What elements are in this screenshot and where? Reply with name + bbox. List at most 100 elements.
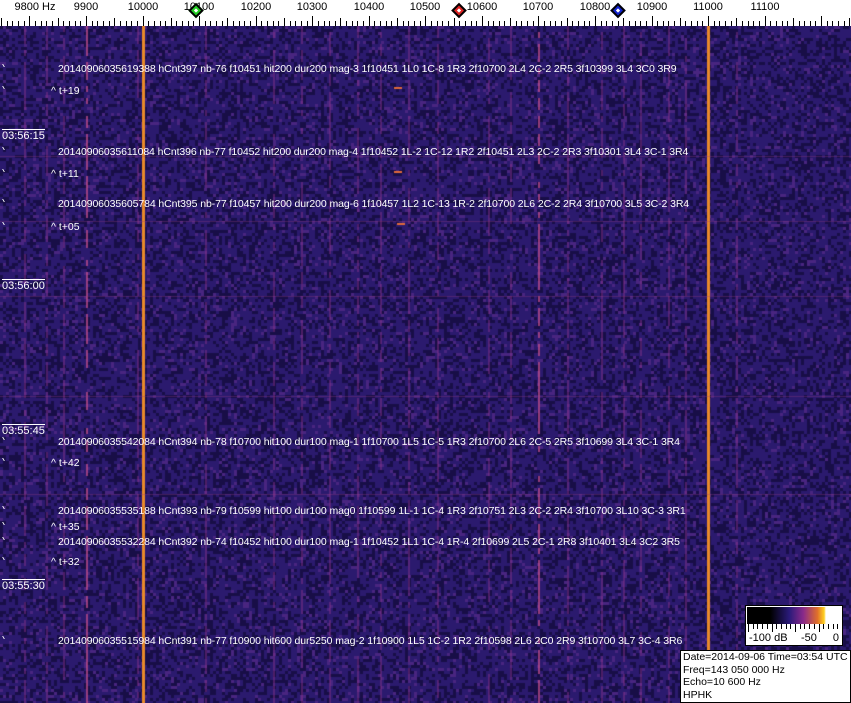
axis-tick [171, 18, 172, 26]
time-label: 03:55:30 [2, 579, 45, 592]
axis-tick [295, 21, 296, 26]
axis-tick [425, 16, 426, 26]
axis-tick [210, 21, 211, 26]
axis-tick [307, 21, 308, 26]
detection-line: 20140906035619388 hCnt397 nb-76 f10451 h… [58, 63, 677, 75]
axis-tick [793, 18, 794, 26]
axis-tick [165, 21, 166, 26]
axis-tick [380, 21, 381, 26]
axis-tick [550, 21, 551, 26]
axis-tick [804, 21, 805, 26]
red-marker-icon[interactable] [451, 2, 467, 19]
axis-tick [663, 21, 664, 26]
colorbar-label-max: 0 [832, 632, 839, 644]
axis-tick [188, 21, 189, 26]
axis-tick [623, 18, 624, 26]
colorbar-tick [837, 624, 839, 629]
axis-tick [476, 21, 477, 26]
axis-tick [63, 21, 64, 26]
axis-tick [702, 21, 703, 26]
axis-tick [652, 16, 653, 26]
axis-tick [465, 21, 466, 26]
axis-tick-label: 10900 [636, 1, 668, 13]
axis-unit-label: 9800 Hz [14, 1, 56, 13]
blue-marker-icon[interactable] [610, 2, 626, 19]
axis-tick [674, 21, 675, 26]
axis-tick [680, 18, 681, 26]
axis-tick [278, 21, 279, 26]
axis-tick [391, 21, 392, 26]
axis-tick [41, 21, 42, 26]
axis-tick [442, 21, 443, 26]
colorbar-tick [842, 624, 843, 632]
colorbar-tick [795, 624, 796, 632]
axis-tick [12, 21, 13, 26]
detection-line: 20140906035605784 hCnt395 nb-77 f10457 h… [58, 198, 690, 210]
colorbar-gradient [747, 607, 841, 624]
time-label: 03:56:00 [2, 279, 45, 292]
axis-tick [691, 21, 692, 26]
axis-tick [374, 21, 375, 26]
detection-line: 20140906035532284 hCnt392 nb-74 f10452 h… [58, 536, 680, 548]
axis-tick [148, 21, 149, 26]
colorbar-tick [780, 624, 782, 629]
time-label: 03:56:15 [2, 129, 45, 142]
axis-tick [459, 21, 460, 26]
axis-tick [719, 21, 720, 26]
axis-tick [363, 21, 364, 26]
axis-tick [731, 21, 732, 26]
axis-tick [753, 21, 754, 26]
axis-tick [606, 21, 607, 26]
axis-tick [386, 21, 387, 26]
axis-tick [69, 21, 70, 26]
axis-tick [759, 21, 760, 26]
axis-tick-label: 10800 [579, 1, 611, 13]
axis-tick-label: 11000 [693, 1, 723, 13]
axis-tick [815, 21, 816, 26]
axis-tick [821, 16, 822, 26]
axis-tick [267, 21, 268, 26]
axis-tick [635, 21, 636, 26]
axis-tick [256, 16, 257, 26]
axis-tick [567, 18, 568, 26]
axis-tick [471, 21, 472, 26]
axis-tick [448, 21, 449, 26]
axis-tick [685, 21, 686, 26]
axis-tick [29, 16, 30, 26]
axis-tick [1, 18, 2, 26]
axis-tick [346, 21, 347, 26]
axis-tick [646, 21, 647, 26]
axis-tick [357, 21, 358, 26]
axis-tick [708, 16, 709, 26]
colorbar-tick [766, 624, 768, 629]
info-box: Date=2014-09-06 Time=03:54 UTC Freq=143 … [680, 650, 851, 703]
axis-tick [24, 21, 25, 26]
axis-tick [510, 18, 511, 26]
axis-tick-label: 10600 [466, 1, 498, 13]
axis-tick [504, 21, 505, 26]
axis-tick [154, 21, 155, 26]
waterfall-spectrogram[interactable] [0, 26, 851, 703]
axis-tick [301, 21, 302, 26]
axis-tick [640, 21, 641, 26]
colorbar-tick [757, 624, 759, 629]
detection-time-offset: ^ t+11 [51, 168, 79, 180]
axis-tick [216, 21, 217, 26]
colorbar-tick [827, 624, 829, 629]
colorbar-tick [748, 624, 749, 632]
axis-tick [261, 21, 262, 26]
axis-tick [97, 21, 98, 26]
axis-tick [176, 21, 177, 26]
axis-tick [352, 21, 353, 26]
info-echo: Echo=10 600 Hz [683, 676, 761, 688]
axis-tick [397, 18, 398, 26]
axis-tick [239, 21, 240, 26]
axis-tick [340, 18, 341, 26]
axis-tick [182, 21, 183, 26]
axis-tick [533, 21, 534, 26]
colorbar-tick [762, 624, 764, 629]
axis-tick [725, 21, 726, 26]
axis-tick [488, 21, 489, 26]
axis-tick [838, 21, 839, 26]
colorbar-tick [776, 624, 778, 629]
